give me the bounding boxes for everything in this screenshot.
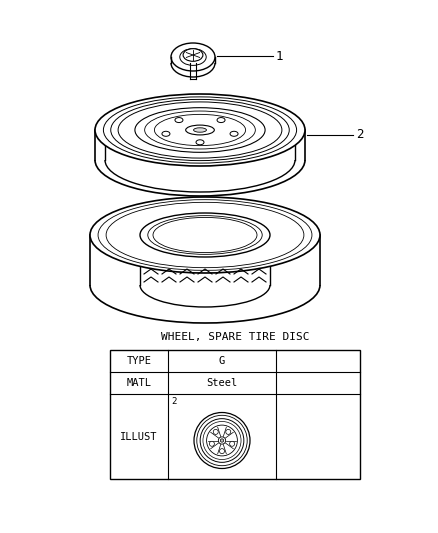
- Circle shape: [219, 449, 225, 454]
- Ellipse shape: [140, 213, 270, 257]
- Text: ILLUST: ILLUST: [120, 432, 158, 441]
- Circle shape: [220, 439, 224, 442]
- Ellipse shape: [162, 131, 170, 136]
- Text: MATL: MATL: [127, 378, 152, 388]
- Ellipse shape: [171, 43, 215, 71]
- Ellipse shape: [90, 197, 320, 273]
- Text: 2: 2: [171, 397, 177, 406]
- Bar: [110, 350, 360, 479]
- Circle shape: [200, 418, 244, 462]
- Ellipse shape: [186, 125, 214, 135]
- Ellipse shape: [194, 128, 206, 132]
- Circle shape: [213, 430, 218, 434]
- Text: G: G: [219, 356, 225, 366]
- Ellipse shape: [95, 94, 305, 166]
- Circle shape: [194, 413, 250, 469]
- Text: Steel: Steel: [206, 378, 238, 388]
- Ellipse shape: [183, 49, 203, 61]
- Ellipse shape: [230, 131, 238, 136]
- Text: TYPE: TYPE: [127, 356, 152, 366]
- Circle shape: [207, 425, 237, 456]
- Text: 1: 1: [276, 50, 283, 62]
- Text: 2: 2: [356, 128, 364, 141]
- Ellipse shape: [217, 118, 225, 123]
- Circle shape: [219, 437, 226, 444]
- Circle shape: [209, 441, 214, 446]
- Ellipse shape: [175, 118, 183, 123]
- Circle shape: [230, 441, 235, 446]
- Ellipse shape: [135, 108, 265, 152]
- Text: WHEEL, SPARE TIRE DISC: WHEEL, SPARE TIRE DISC: [161, 332, 309, 342]
- Circle shape: [226, 430, 231, 434]
- Ellipse shape: [196, 140, 204, 145]
